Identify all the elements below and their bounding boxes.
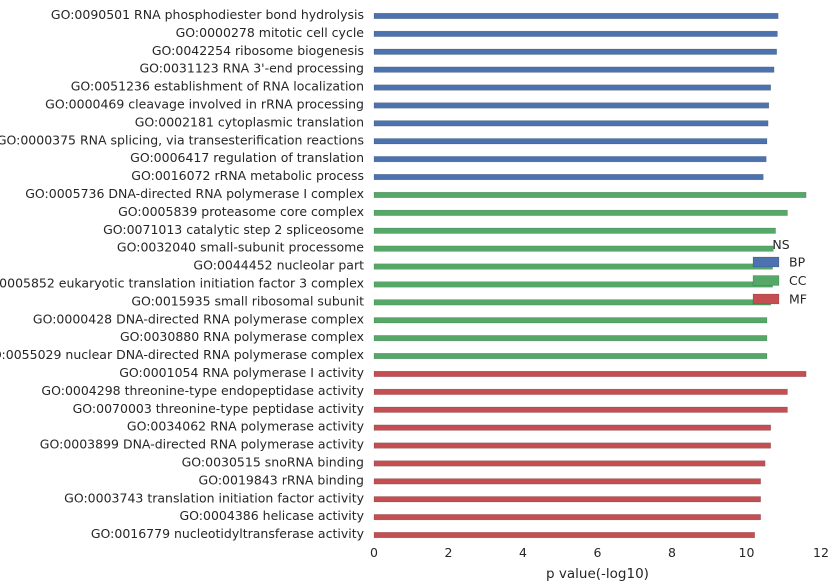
category-label: GO:0005736 DNA-directed RNA polymerase I… xyxy=(25,186,364,201)
legend-label-bp: BP xyxy=(789,255,806,270)
legend-swatch-cc xyxy=(752,275,780,286)
bar-cc-8 xyxy=(373,335,768,342)
x-tick-label: 12 xyxy=(813,545,829,560)
bar-bp-6 xyxy=(373,120,769,127)
bar-bp-4 xyxy=(373,84,771,91)
category-label: GO:0000375 RNA splicing, via transesteri… xyxy=(0,132,364,147)
x-tick-label: 4 xyxy=(519,545,527,560)
x-tick-label: 8 xyxy=(668,545,676,560)
category-label: GO:0016779 nucleotidyltransferase activi… xyxy=(91,526,365,541)
category-label: GO:0016072 rRNA metabolic process xyxy=(131,168,364,183)
x-tick-label: 2 xyxy=(445,545,453,560)
bar-bp-2 xyxy=(373,48,777,55)
x-tick-label: 6 xyxy=(594,545,602,560)
category-label: GO:0003743 translation initiation factor… xyxy=(64,490,364,505)
category-label: GO:0030515 snoRNA binding xyxy=(182,454,364,469)
category-label: GO:0034062 RNA polymerase activity xyxy=(127,419,365,434)
legend-swatch-mf xyxy=(752,293,780,305)
bar-mf-6 xyxy=(373,478,761,485)
category-label: GO:0032040 small-subunit processome xyxy=(117,240,364,255)
bar-mf-1 xyxy=(373,388,788,395)
legend-label-mf: MF xyxy=(789,292,807,307)
bar-bp-3 xyxy=(373,66,775,73)
bar-cc-9 xyxy=(373,353,768,360)
category-label: GO:0044452 nucleolar part xyxy=(193,258,364,273)
category-label: GO:0019843 rRNA binding xyxy=(199,472,364,487)
x-axis-title: p value(-log10) xyxy=(546,566,649,582)
category-label: GO:0000428 DNA-directed RNA polymerase c… xyxy=(33,311,364,326)
bar-mf-5 xyxy=(373,460,766,467)
category-label: GO:0030880 RNA polymerase complex xyxy=(120,329,364,344)
legend: NS BP CC MF xyxy=(752,237,807,307)
category-label: GO:0006417 regulation of translation xyxy=(130,150,364,165)
category-label: GO:0051236 establishment of RNA localiza… xyxy=(71,79,364,94)
x-axis-ticks: 0 2 4 6 8 10 12 xyxy=(370,545,829,560)
bar-bp-1 xyxy=(373,30,778,37)
category-label: GO:0071013 catalytic step 2 spliceosome xyxy=(103,222,364,237)
bar-bp-5 xyxy=(373,102,770,109)
category-label: GO:0000278 mitotic cell cycle xyxy=(176,25,365,40)
category-label: GO:0003899 DNA-directed RNA polymerase a… xyxy=(40,437,365,452)
bar-mf-2 xyxy=(373,406,788,413)
bar-cc-1 xyxy=(373,209,788,216)
bar-cc-3 xyxy=(373,245,774,252)
bar-bp-0 xyxy=(373,12,779,19)
category-label: GO:0001054 RNA polymerase I activity xyxy=(119,365,364,380)
bar-cc-0 xyxy=(373,191,807,198)
category-label: GO:0002181 cytoplasmic translation xyxy=(135,114,364,129)
category-label: GO:0055029 nuclear DNA-directed RNA poly… xyxy=(0,347,364,362)
bar-mf-9 xyxy=(373,532,755,539)
category-labels: GO:0090501 RNA phosphodiester bond hydro… xyxy=(0,7,365,541)
x-tick-label: 0 xyxy=(370,545,378,560)
bar-mf-7 xyxy=(373,496,761,503)
legend-label-cc: CC xyxy=(789,273,807,288)
bar-cc-5 xyxy=(373,281,773,288)
category-label: GO:0005852 eukaryotic translation initia… xyxy=(0,275,364,290)
category-label: GO:0000469 cleavage involved in rRNA pro… xyxy=(45,96,364,111)
legend-title: NS xyxy=(772,237,789,252)
bar-mf-0 xyxy=(373,370,807,377)
category-label: GO:0042254 ribosome biogenesis xyxy=(152,43,364,58)
category-label: GO:0004386 helicase activity xyxy=(179,508,364,523)
category-label: GO:0015935 small ribosomal subunit xyxy=(131,293,364,308)
category-label: GO:0004298 threonine-type endopeptidase … xyxy=(41,383,364,398)
bar-cc-7 xyxy=(373,317,768,324)
bar-cc-6 xyxy=(373,299,771,306)
bar-cc-4 xyxy=(373,263,773,270)
category-label: GO:0005839 proteasome core complex xyxy=(118,204,364,219)
bar-bp-9 xyxy=(373,174,764,181)
category-label: GO:0090501 RNA phosphodiester bond hydro… xyxy=(51,7,364,22)
bar-mf-4 xyxy=(373,442,771,449)
bar-bp-8 xyxy=(373,156,767,163)
bar-bp-7 xyxy=(373,138,768,145)
bars-group xyxy=(373,12,807,539)
bar-mf-8 xyxy=(373,514,761,521)
legend-swatch-bp xyxy=(752,256,780,268)
category-label: GO:0031123 RNA 3'-end processing xyxy=(139,61,364,76)
category-label: GO:0070003 threonine-type peptidase acti… xyxy=(73,401,365,416)
bar-cc-2 xyxy=(373,227,776,234)
bar-mf-3 xyxy=(373,424,771,431)
x-tick-label: 10 xyxy=(739,545,755,560)
